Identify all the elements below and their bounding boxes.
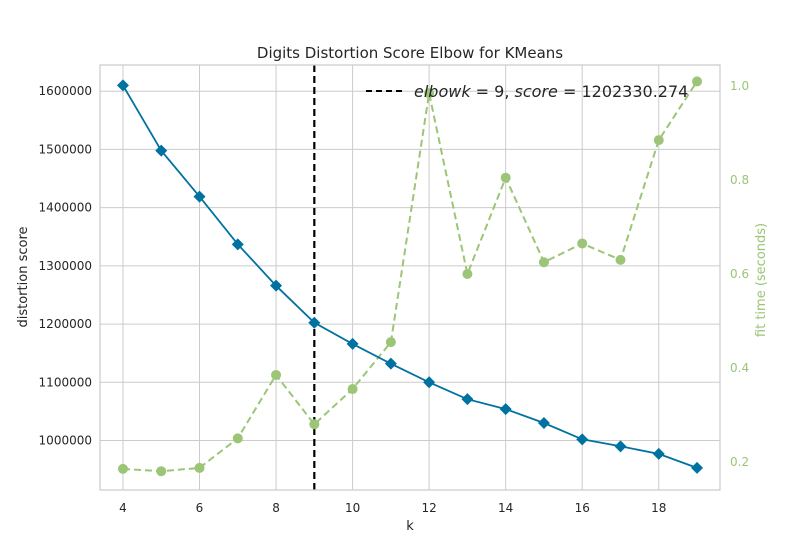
distortion-point xyxy=(308,316,321,329)
legend-elbow-prefix: elbow xyxy=(414,82,462,101)
y2-axis-label: fit time (seconds) xyxy=(754,223,769,337)
x-tick-label: 10 xyxy=(345,501,360,515)
fit-time-point xyxy=(692,76,703,87)
y-tick-label: 1200000 xyxy=(39,317,92,331)
y2-tick-label: 1.0 xyxy=(730,79,749,93)
legend: elbowk = 9, score = 1202330.274 xyxy=(366,82,688,101)
y-tick-label: 1100000 xyxy=(39,375,92,389)
distortion-point xyxy=(231,238,244,251)
distortion-point xyxy=(652,447,665,460)
fit-time-point xyxy=(385,337,396,348)
distortion-point xyxy=(461,393,474,406)
fit-time-point xyxy=(500,172,511,183)
distortion-point xyxy=(346,337,359,350)
fit-time-point xyxy=(309,419,320,430)
legend-elbow-k: k xyxy=(461,82,471,101)
y2-tick-label: 0.8 xyxy=(730,173,749,187)
distortion-point xyxy=(384,357,397,370)
y-axis-label: distortion score xyxy=(16,227,31,328)
distortion-point xyxy=(270,279,283,292)
distortion-point xyxy=(193,190,206,203)
distortion-point xyxy=(423,376,436,389)
fit-time-point xyxy=(424,88,435,99)
y2-tick-label: 0.2 xyxy=(730,455,749,469)
legend-elbow-eq1: = 9, xyxy=(471,82,515,101)
y-tick-label: 1500000 xyxy=(39,142,92,156)
x-tick-label: 18 xyxy=(651,501,666,515)
x-tick-label: 16 xyxy=(575,501,590,515)
x-tick-label: 4 xyxy=(119,501,127,515)
fit-time-point xyxy=(653,135,664,146)
fit-time-series-line xyxy=(122,80,698,473)
chart-title: Digits Distortion Score Elbow for KMeans xyxy=(257,44,563,62)
fit-time-point xyxy=(232,433,243,444)
y-tick-label: 1000000 xyxy=(39,434,92,448)
distortion-series-line xyxy=(122,84,698,469)
plot-frame xyxy=(99,64,721,491)
distortion-point xyxy=(691,461,704,474)
distortion-point xyxy=(537,417,550,430)
distortion-point xyxy=(576,433,589,446)
x-tick-label: 6 xyxy=(196,501,204,515)
x-tick-label: 8 xyxy=(272,501,280,515)
fit-time-point xyxy=(538,257,549,268)
y2-tick-label: 0.4 xyxy=(730,361,749,375)
fit-time-point xyxy=(347,384,358,395)
x-axis-label: k xyxy=(406,519,414,534)
y-tick-label: 1600000 xyxy=(39,84,92,98)
x-tick-label: 12 xyxy=(421,501,436,515)
fit-time-point xyxy=(156,466,167,477)
legend-elbow-score: score xyxy=(515,82,559,101)
legend-elbow-label: elbowk = 9, score = 1202330.274 xyxy=(414,82,688,101)
y-tick-label: 1300000 xyxy=(39,259,92,273)
fit-time-point xyxy=(117,463,128,474)
x-tick-label: 14 xyxy=(498,501,513,515)
y2-tick-label: 0.6 xyxy=(730,267,749,281)
fit-time-point xyxy=(615,254,626,265)
fit-time-point xyxy=(577,238,588,249)
fit-time-point xyxy=(194,462,205,473)
y-tick-label: 1400000 xyxy=(39,201,92,215)
series-layer xyxy=(116,76,704,477)
tick-layer: 4 6 8 10 12 14 16 18 1000000 1100000 1200000 130000… xyxy=(39,79,750,515)
fit-time-point xyxy=(462,268,473,279)
legend-elbow-eq2: = 1202330.274 xyxy=(558,82,688,101)
distortion-point xyxy=(614,440,627,453)
fit-time-point xyxy=(271,369,282,380)
distortion-point xyxy=(499,403,512,416)
distortion-point xyxy=(155,144,168,157)
distortion-point xyxy=(116,79,129,92)
